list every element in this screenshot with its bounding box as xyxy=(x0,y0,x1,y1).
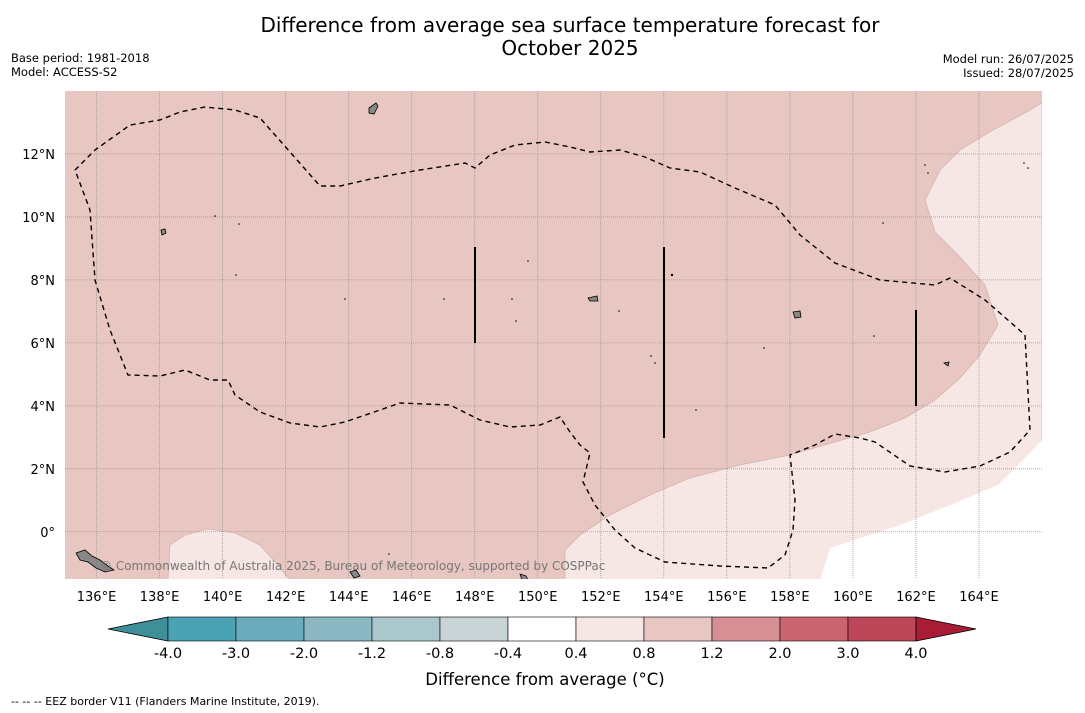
latitude-label: 0° xyxy=(40,526,55,541)
colorbar-tick-label: 0.4 xyxy=(564,646,587,662)
longitude-label: 154°E xyxy=(644,590,684,605)
island-chain-marker xyxy=(474,247,476,343)
colorbar-segment xyxy=(643,616,713,642)
island xyxy=(368,102,379,115)
land-islands xyxy=(75,102,950,579)
issued-date: Issued: 28/07/2025 xyxy=(963,66,1074,80)
colorbar-label: Difference from average (°C) xyxy=(425,670,665,689)
colorbar-tick-label: -4.0 xyxy=(154,646,182,662)
colorbar-tick-label: 1.2 xyxy=(700,646,723,662)
latitude-label: 2°N xyxy=(31,463,56,478)
colorbar-segment xyxy=(371,616,441,642)
copyright-credit: © Commonwealth of Australia 2025, Bureau… xyxy=(100,559,605,573)
colorbar-segment xyxy=(507,616,577,642)
base-period: Base period: 1981-2018 xyxy=(11,51,150,65)
island xyxy=(160,228,167,236)
longitude-label: 142°E xyxy=(266,590,306,605)
island-chain-marker xyxy=(915,310,917,406)
longitude-label: 152°E xyxy=(581,590,621,605)
longitude-label: 140°E xyxy=(203,590,243,605)
latitude-labels: 12°N 10°N 8°N 6°N 4°N 2°N 0° xyxy=(22,148,55,541)
colorbar-tick-label: -0.4 xyxy=(494,646,522,662)
eez-legend-footer: -- -- -- EEZ border V11 (Flanders Marine… xyxy=(11,695,320,708)
title-line-1: Difference from average sea surface temp… xyxy=(260,13,880,37)
island-markers xyxy=(474,247,917,438)
latitude-label: 4°N xyxy=(31,400,56,415)
latitude-label: 8°N xyxy=(31,274,56,289)
meta-left: Base period: 1981-2018 Model: ACCESS-S2 xyxy=(11,51,150,79)
longitude-labels: 136°E 138°E 140°E 142°E 144°E 146°E 148°E 150°E… xyxy=(77,590,999,605)
map-title: Difference from average sea surface temp… xyxy=(170,14,970,60)
longitude-label: 158°E xyxy=(770,590,810,605)
colorbar-segment xyxy=(779,616,849,642)
anomaly-region-neutral-east xyxy=(820,440,1042,579)
longitude-label: 138°E xyxy=(140,590,180,605)
island xyxy=(519,573,528,579)
meta-right: Model run: 26/07/2025 Issued: 28/07/2025 xyxy=(943,52,1074,80)
colorbar-segment xyxy=(847,616,917,642)
model-name: Model: ACCESS-S2 xyxy=(11,65,118,79)
longitude-label: 146°E xyxy=(392,590,432,605)
longitude-label: 156°E xyxy=(707,590,747,605)
eez-border xyxy=(74,106,1031,569)
colorbar-tick-label: -2.0 xyxy=(290,646,318,662)
longitude-label: 164°E xyxy=(959,590,999,605)
colorbar-tick-label: -3.0 xyxy=(222,646,250,662)
colorbar-segment xyxy=(303,616,373,642)
colorbar-segment xyxy=(711,616,781,642)
colorbar-extend-low xyxy=(107,616,169,642)
colorbar: -4.0 -3.0 -2.0 -1.2 -0.8 -0.4 0.4 0.8 1.2 2.0 3.0 4… xyxy=(107,616,977,662)
longitude-label: 136°E xyxy=(77,590,117,605)
colorbar-tick-label: -1.2 xyxy=(358,646,386,662)
colorbar-tick-label: 2.0 xyxy=(768,646,791,662)
island-group-southwest xyxy=(75,549,116,573)
colorbar-tick-label: 4.0 xyxy=(904,646,927,662)
latitude-label: 6°N xyxy=(31,337,56,352)
colorbar-segment xyxy=(575,616,645,642)
model-run: Model run: 26/07/2025 xyxy=(942,52,1074,66)
colorbar-tick-label: 0.8 xyxy=(632,646,655,662)
island xyxy=(349,569,361,579)
longitude-label: 148°E xyxy=(455,590,495,605)
colorbar-tick-label: 3.0 xyxy=(836,646,859,662)
island xyxy=(792,310,802,319)
colorbar-segment xyxy=(167,616,237,642)
longitude-label: 162°E xyxy=(896,590,936,605)
latitude-label: 12°N xyxy=(22,148,55,163)
island xyxy=(587,295,599,302)
latitude-label: 10°N xyxy=(22,211,55,226)
longitude-label: 150°E xyxy=(518,590,558,605)
longitude-label: 144°E xyxy=(329,590,369,605)
island-chain-marker xyxy=(663,247,665,438)
map-area: © Commonwealth of Australia 2025, Bureau… xyxy=(65,91,1042,579)
colorbar-segment xyxy=(439,616,509,642)
title-line-2: October 2025 xyxy=(501,36,639,60)
colorbar-segment xyxy=(235,616,305,642)
island xyxy=(943,361,950,367)
longitude-label: 160°E xyxy=(833,590,873,605)
colorbar-extend-high xyxy=(915,616,977,642)
small-islets xyxy=(214,162,1029,555)
colorbar-tick-label: -0.8 xyxy=(426,646,454,662)
